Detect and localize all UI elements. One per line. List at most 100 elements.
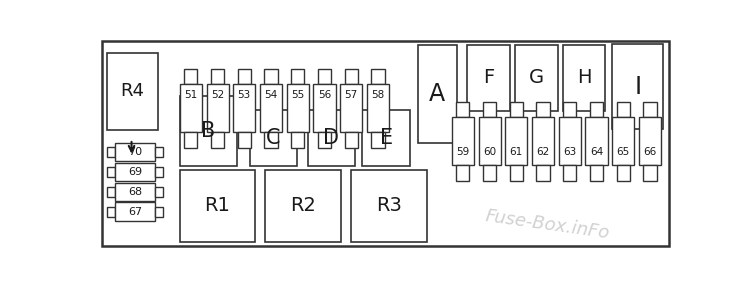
Bar — [452, 117, 474, 165]
Text: E: E — [380, 128, 393, 148]
Bar — [154, 206, 163, 216]
Bar — [107, 187, 116, 197]
Bar — [184, 69, 197, 84]
Text: C: C — [266, 128, 280, 148]
Bar — [639, 117, 661, 165]
Bar — [107, 147, 116, 157]
Text: F: F — [483, 68, 494, 87]
Bar — [211, 69, 224, 84]
Bar — [586, 117, 608, 165]
Text: G: G — [529, 68, 544, 87]
Bar — [107, 167, 116, 177]
Text: 58: 58 — [371, 90, 385, 100]
Bar — [106, 53, 158, 130]
Text: 51: 51 — [184, 90, 197, 100]
Bar — [265, 132, 278, 148]
Bar — [184, 132, 197, 148]
Bar — [250, 110, 297, 166]
Bar — [456, 102, 470, 117]
Bar — [344, 132, 358, 148]
Bar — [418, 45, 457, 143]
Bar — [180, 84, 202, 132]
Text: A: A — [429, 82, 445, 106]
Bar — [211, 132, 224, 148]
Bar — [616, 102, 630, 117]
Bar — [286, 84, 309, 132]
Bar — [340, 84, 362, 132]
Text: 66: 66 — [644, 147, 657, 157]
Text: 61: 61 — [510, 147, 523, 157]
Bar — [612, 44, 663, 129]
Text: 64: 64 — [590, 147, 603, 157]
Bar — [116, 143, 154, 161]
Bar — [559, 117, 580, 165]
Bar — [590, 165, 603, 181]
Text: 68: 68 — [128, 187, 142, 197]
Bar — [483, 102, 496, 117]
Text: 59: 59 — [456, 147, 470, 157]
Text: R4: R4 — [120, 82, 144, 101]
Text: 53: 53 — [238, 90, 251, 100]
Bar — [644, 165, 657, 181]
Text: H: H — [577, 68, 591, 87]
Text: B: B — [201, 121, 215, 141]
Bar — [291, 69, 304, 84]
Bar — [456, 165, 470, 181]
Bar — [260, 84, 282, 132]
Bar — [154, 147, 163, 157]
Bar — [362, 110, 410, 166]
Bar — [563, 165, 577, 181]
Bar — [233, 84, 255, 132]
Bar — [536, 102, 550, 117]
Bar — [116, 183, 154, 201]
Text: 65: 65 — [616, 147, 630, 157]
Bar — [344, 69, 358, 84]
Bar — [318, 69, 332, 84]
Bar — [107, 206, 116, 216]
Bar — [314, 84, 335, 132]
Bar — [367, 84, 389, 132]
Bar — [563, 102, 577, 117]
Bar — [308, 110, 356, 166]
Bar — [371, 69, 385, 84]
Bar — [467, 45, 510, 110]
Bar — [371, 132, 385, 148]
Bar — [506, 117, 527, 165]
Bar — [318, 132, 332, 148]
Bar — [510, 165, 523, 181]
Bar — [616, 165, 630, 181]
Text: R3: R3 — [376, 196, 402, 215]
Text: 62: 62 — [536, 147, 550, 157]
Text: 60: 60 — [483, 147, 496, 157]
Text: R1: R1 — [205, 196, 230, 215]
Bar — [536, 165, 550, 181]
Bar — [532, 117, 554, 165]
Bar — [644, 102, 657, 117]
Bar — [238, 132, 251, 148]
Bar — [562, 45, 605, 110]
Text: 55: 55 — [291, 90, 304, 100]
Bar — [265, 69, 278, 84]
Bar — [291, 132, 304, 148]
Bar — [206, 84, 229, 132]
Bar — [116, 202, 154, 221]
Text: 54: 54 — [265, 90, 278, 100]
Text: R2: R2 — [290, 196, 316, 215]
Text: D: D — [323, 128, 340, 148]
Bar — [612, 117, 634, 165]
Bar — [180, 170, 255, 242]
Bar — [483, 165, 496, 181]
Text: 63: 63 — [563, 147, 577, 157]
Bar — [180, 96, 237, 166]
Bar — [116, 163, 154, 181]
Bar — [515, 45, 557, 110]
Bar — [351, 170, 427, 242]
Bar — [478, 117, 501, 165]
Text: 57: 57 — [344, 90, 358, 100]
Text: 69: 69 — [128, 167, 142, 177]
Bar — [154, 187, 163, 197]
Text: Fuse-Box.inFo: Fuse-Box.inFo — [484, 207, 610, 242]
Text: 67: 67 — [128, 206, 142, 216]
Bar — [154, 167, 163, 177]
Text: 56: 56 — [318, 90, 332, 100]
